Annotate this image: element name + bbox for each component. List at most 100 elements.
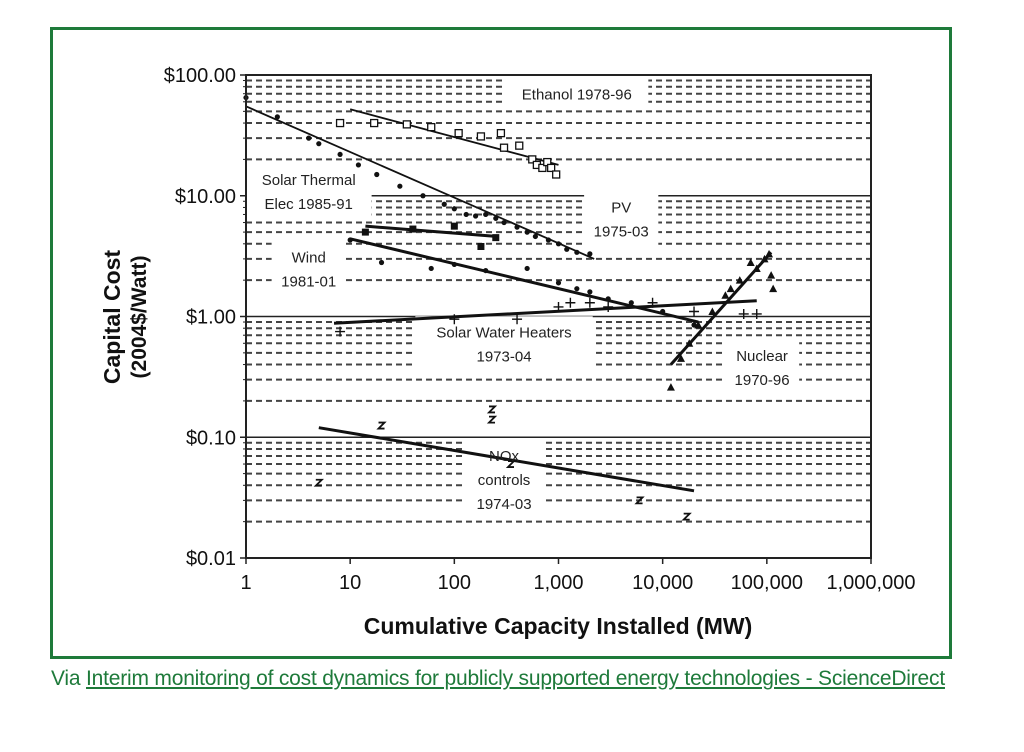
data-point bbox=[427, 122, 436, 132]
data-point bbox=[528, 155, 537, 164]
series-label: 1981-01 bbox=[281, 273, 336, 290]
series-label: 1974-03 bbox=[477, 496, 532, 513]
series-label: Wind bbox=[292, 249, 326, 266]
source-caption: Via Interim monitoring of cost dynamics … bbox=[51, 664, 951, 693]
data-point bbox=[574, 286, 580, 292]
x-tick-label: 10 bbox=[339, 572, 361, 594]
data-point bbox=[546, 163, 556, 173]
series-label: 1970-96 bbox=[735, 372, 790, 389]
data-point bbox=[660, 308, 666, 315]
series-label-backgrounds bbox=[245, 78, 800, 519]
fit-line bbox=[318, 426, 695, 493]
series-label: PV bbox=[611, 199, 631, 216]
data-point bbox=[603, 301, 614, 312]
series-label-background bbox=[505, 78, 649, 109]
data-point bbox=[574, 249, 580, 255]
y-axis-label-units: (2004$/Watt) bbox=[128, 256, 151, 379]
data-point bbox=[512, 314, 523, 325]
data-point bbox=[505, 460, 517, 468]
series-label-background bbox=[724, 340, 800, 395]
data-point bbox=[496, 128, 506, 138]
series-label-background bbox=[271, 241, 346, 296]
data-point bbox=[378, 259, 385, 266]
series-labels: Ethanol 1978-96 PV 1975-03 Solar Thermal Ele… bbox=[262, 87, 790, 513]
data-point bbox=[483, 267, 489, 274]
data-point bbox=[493, 215, 499, 221]
y-tick-label: $0.10 bbox=[186, 427, 236, 449]
y-axis-label: Capital Cost bbox=[99, 250, 125, 385]
data-point bbox=[501, 219, 507, 226]
data-point bbox=[306, 135, 312, 141]
data-point bbox=[765, 249, 774, 258]
data-point bbox=[694, 321, 703, 329]
x-tick-label: 100 bbox=[438, 572, 471, 594]
data-point bbox=[428, 265, 434, 272]
data-point bbox=[451, 206, 457, 212]
data-point bbox=[347, 237, 353, 243]
data-point bbox=[691, 322, 697, 328]
data-points bbox=[243, 94, 778, 521]
series-label: Solar Water Heaters bbox=[436, 324, 571, 341]
data-point bbox=[738, 308, 749, 319]
fit-line bbox=[349, 108, 559, 166]
series-label: Nuclear bbox=[736, 348, 788, 365]
data-point bbox=[420, 193, 426, 199]
learning-curve-chart: $0.01 $0.10 $1.00 $10.00 $100.00 1 10 100 1,000 1… bbox=[99, 65, 915, 639]
data-point bbox=[355, 162, 362, 168]
data-point bbox=[477, 242, 485, 250]
data-point bbox=[524, 229, 530, 235]
data-point bbox=[721, 291, 730, 299]
data-point bbox=[409, 225, 417, 233]
data-point bbox=[486, 405, 498, 414]
data-point bbox=[677, 354, 686, 362]
data-point bbox=[769, 284, 778, 293]
series-label: NOx bbox=[489, 448, 520, 465]
data-point bbox=[463, 211, 469, 218]
source-link[interactable]: Interim monitoring of cost dynamics for … bbox=[86, 667, 945, 690]
data-point bbox=[553, 301, 564, 312]
data-point bbox=[449, 314, 460, 325]
series-label: Elec 1985-91 bbox=[265, 196, 353, 213]
data-point bbox=[476, 132, 486, 141]
series-label: Ethanol 1978-96 bbox=[522, 87, 632, 104]
data-point bbox=[564, 246, 570, 252]
data-point bbox=[499, 143, 509, 152]
data-point bbox=[492, 234, 500, 242]
data-point bbox=[397, 183, 403, 189]
data-point bbox=[689, 306, 700, 317]
data-point bbox=[726, 284, 735, 293]
data-point bbox=[587, 251, 593, 257]
series-label-background bbox=[245, 163, 372, 218]
data-point bbox=[555, 241, 562, 247]
data-point bbox=[335, 326, 346, 337]
data-point bbox=[545, 237, 552, 243]
data-point bbox=[532, 233, 538, 240]
data-point bbox=[760, 254, 769, 263]
fit-line bbox=[333, 299, 757, 325]
data-point bbox=[767, 271, 776, 279]
data-point bbox=[685, 339, 694, 347]
data-point bbox=[628, 300, 634, 306]
fit-line bbox=[365, 224, 498, 238]
data-point bbox=[666, 383, 675, 391]
data-point bbox=[751, 308, 762, 319]
data-point bbox=[752, 264, 761, 272]
data-point bbox=[483, 211, 489, 218]
data-point bbox=[524, 265, 530, 272]
data-point bbox=[735, 276, 744, 284]
data-point bbox=[316, 141, 322, 147]
x-tick-label: 1 bbox=[240, 572, 251, 594]
data-point bbox=[587, 289, 593, 295]
data-point bbox=[486, 415, 498, 424]
data-point bbox=[605, 296, 611, 302]
y-tick-label: $0.01 bbox=[186, 548, 236, 570]
data-point bbox=[538, 163, 547, 173]
y-tick-label: $1.00 bbox=[186, 307, 236, 329]
data-point bbox=[552, 170, 561, 179]
y-tick-label: $10.00 bbox=[175, 186, 236, 208]
data-point bbox=[708, 307, 717, 316]
data-point bbox=[472, 213, 479, 219]
data-point bbox=[337, 151, 343, 158]
y-tick-label: $100.00 bbox=[164, 65, 236, 87]
data-point bbox=[450, 222, 458, 230]
